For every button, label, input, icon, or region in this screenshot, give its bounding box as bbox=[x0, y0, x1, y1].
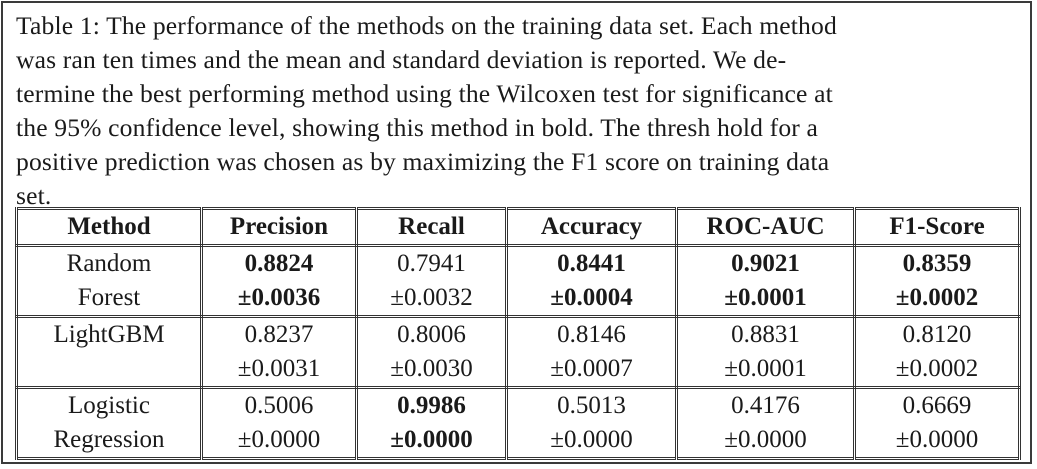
roc-auc-std: ±0.0001 bbox=[675, 352, 856, 389]
method-cell: Forest bbox=[15, 281, 203, 318]
method-cell: LightGBM bbox=[15, 316, 203, 352]
header-accuracy: Accuracy bbox=[505, 208, 678, 247]
caption-line: set. bbox=[16, 181, 52, 210]
header-f1-score: F1-Score bbox=[853, 208, 1021, 247]
accuracy-mean: 0.8146 bbox=[505, 316, 678, 352]
caption-line: was ran ten times and the mean and stand… bbox=[16, 45, 787, 74]
roc-auc-mean: 0.8831 bbox=[675, 316, 856, 352]
roc-auc-mean: 0.9021 bbox=[675, 245, 856, 281]
method-cell: Logistic bbox=[15, 387, 203, 423]
table-row-mean: LightGBM 0.8237 0.8006 0.8146 0.8831 0.8… bbox=[15, 316, 1021, 352]
roc-auc-mean: 0.4176 bbox=[675, 387, 856, 423]
table-row-mean: Logistic 0.5006 0.9986 0.5013 0.4176 0.6… bbox=[15, 387, 1021, 423]
f1-score-mean: 0.6669 bbox=[853, 387, 1021, 423]
accuracy-mean: 0.5013 bbox=[505, 387, 678, 423]
table-row-std: ±0.0031 ±0.0030 ±0.0007 ±0.0001 ±0.0002 bbox=[15, 352, 1021, 389]
accuracy-std: ±0.0000 bbox=[505, 423, 678, 459]
f1-score-std: ±0.0002 bbox=[853, 352, 1021, 389]
method-cell: Regression bbox=[15, 423, 203, 459]
method-cell: Random bbox=[15, 245, 203, 281]
caption-line: positive prediction was chosen as by max… bbox=[16, 147, 830, 176]
accuracy-std: ±0.0007 bbox=[505, 352, 678, 389]
precision-mean: 0.8237 bbox=[200, 316, 358, 352]
precision-std: ±0.0031 bbox=[200, 352, 358, 389]
roc-auc-std: ±0.0001 bbox=[675, 281, 856, 318]
precision-std: ±0.0036 bbox=[200, 281, 358, 318]
header-roc-auc: ROC-AUC bbox=[675, 208, 856, 247]
recall-std: ±0.0000 bbox=[355, 423, 508, 459]
f1-score-std: ±0.0000 bbox=[853, 423, 1021, 459]
accuracy-std: ±0.0004 bbox=[505, 281, 678, 318]
method-cell bbox=[15, 352, 203, 389]
caption-line: the 95% confidence level, showing this m… bbox=[16, 113, 819, 142]
table-caption: Table 1: The performance of the methods … bbox=[16, 9, 1006, 213]
recall-std: ±0.0032 bbox=[355, 281, 508, 318]
precision-mean: 0.8824 bbox=[200, 245, 358, 281]
recall-mean: 0.8006 bbox=[355, 316, 508, 352]
header-row: Method Precision Recall Accuracy ROC-AUC… bbox=[15, 208, 1021, 247]
accuracy-mean: 0.8441 bbox=[505, 245, 678, 281]
precision-std: ±0.0000 bbox=[200, 423, 358, 459]
header-method: Method bbox=[15, 208, 203, 247]
table-row-std: Regression ±0.0000 ±0.0000 ±0.0000 ±0.00… bbox=[15, 423, 1021, 459]
f1-score-std: ±0.0002 bbox=[853, 281, 1021, 318]
recall-std: ±0.0030 bbox=[355, 352, 508, 389]
caption-line: termine the best performing method using… bbox=[16, 79, 833, 108]
table-row-std: Forest ±0.0036 ±0.0032 ±0.0004 ±0.0001 ±… bbox=[15, 281, 1021, 318]
results-table: Method Precision Recall Accuracy ROC-AUC… bbox=[15, 207, 1021, 460]
header-recall: Recall bbox=[355, 208, 508, 247]
header-precision: Precision bbox=[200, 208, 358, 247]
recall-mean: 0.7941 bbox=[355, 245, 508, 281]
roc-auc-std: ±0.0000 bbox=[675, 423, 856, 459]
caption-line: Table 1: The performance of the methods … bbox=[16, 11, 837, 40]
recall-mean: 0.9986 bbox=[355, 387, 508, 423]
f1-score-mean: 0.8120 bbox=[853, 316, 1021, 352]
precision-mean: 0.5006 bbox=[200, 387, 358, 423]
table-row-mean: Random 0.8824 0.7941 0.8441 0.9021 0.835… bbox=[15, 245, 1021, 281]
f1-score-mean: 0.8359 bbox=[853, 245, 1021, 281]
